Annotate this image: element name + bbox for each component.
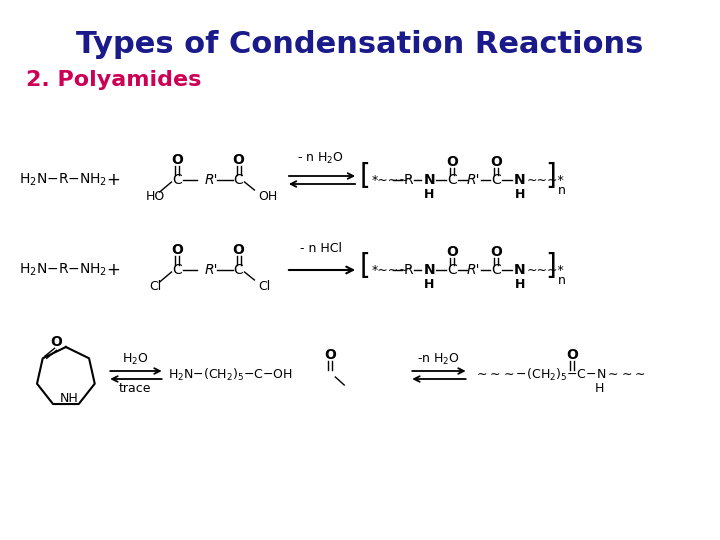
Text: n: n xyxy=(557,273,565,287)
Text: [: [ xyxy=(359,162,370,190)
Text: ]: ] xyxy=(545,252,556,280)
Text: C: C xyxy=(491,263,501,277)
Text: Cl: Cl xyxy=(258,280,271,293)
Text: O: O xyxy=(490,155,502,169)
Text: H$_2$O: H$_2$O xyxy=(122,352,148,367)
Text: +: + xyxy=(107,171,120,189)
Text: H$_2$N$-$(CH$_2$)$_5$$-$C$-$OH: H$_2$N$-$(CH$_2$)$_5$$-$C$-$OH xyxy=(168,367,292,383)
Text: H: H xyxy=(595,382,605,395)
Text: N: N xyxy=(423,173,435,187)
Text: [: [ xyxy=(359,252,370,280)
Text: - n H$_2$O: - n H$_2$O xyxy=(297,151,344,166)
Text: O: O xyxy=(50,335,63,349)
Text: O: O xyxy=(446,155,458,169)
Text: +: + xyxy=(107,261,120,279)
Text: ∼∼∼*: ∼∼∼* xyxy=(527,264,564,276)
Text: n: n xyxy=(557,184,565,197)
Text: O: O xyxy=(171,153,184,167)
Text: C: C xyxy=(447,173,456,187)
Text: R': R' xyxy=(467,173,480,187)
Text: O: O xyxy=(446,245,458,259)
Text: C: C xyxy=(173,263,182,277)
Text: R: R xyxy=(403,173,413,187)
Text: C: C xyxy=(234,263,243,277)
Text: O: O xyxy=(171,243,184,257)
Text: C: C xyxy=(234,173,243,187)
Text: -n H$_2$O: -n H$_2$O xyxy=(418,352,461,367)
Text: ]: ] xyxy=(545,162,556,190)
Text: O: O xyxy=(490,245,502,259)
Text: O: O xyxy=(233,243,245,257)
Text: Cl: Cl xyxy=(150,280,162,293)
Text: C: C xyxy=(173,173,182,187)
Text: NH: NH xyxy=(60,393,78,406)
Text: R': R' xyxy=(467,263,480,277)
Text: H: H xyxy=(424,278,434,291)
Text: H$_2$N$-$R$-$NH$_2$: H$_2$N$-$R$-$NH$_2$ xyxy=(19,262,107,278)
Text: H: H xyxy=(515,278,525,291)
Text: trace: trace xyxy=(119,382,151,395)
Text: 2. Polyamides: 2. Polyamides xyxy=(27,70,202,90)
Text: HO: HO xyxy=(146,190,166,202)
Text: Types of Condensation Reactions: Types of Condensation Reactions xyxy=(76,30,644,59)
Text: R': R' xyxy=(205,173,219,187)
Text: R: R xyxy=(403,263,413,277)
Text: H$_2$N$-$R$-$NH$_2$: H$_2$N$-$R$-$NH$_2$ xyxy=(19,172,107,188)
Text: N: N xyxy=(423,263,435,277)
Text: R': R' xyxy=(205,263,219,277)
Text: - n HCl: - n HCl xyxy=(300,241,341,254)
Text: *∼∼∼: *∼∼∼ xyxy=(372,264,410,276)
Text: $\sim\!\sim\!\sim$$-$(CH$_2$)$_5$$-$C$-$N$\sim\!\sim\!\sim$: $\sim\!\sim\!\sim$$-$(CH$_2$)$_5$$-$C$-$… xyxy=(474,367,645,383)
Text: C: C xyxy=(491,173,501,187)
Text: *∼∼∼: *∼∼∼ xyxy=(372,173,410,186)
Text: O: O xyxy=(325,348,336,362)
Text: H: H xyxy=(515,187,525,200)
Text: N: N xyxy=(514,173,526,187)
Text: OH: OH xyxy=(258,190,278,202)
Text: O: O xyxy=(566,348,578,362)
Text: H: H xyxy=(424,187,434,200)
Text: ∼∼∼*: ∼∼∼* xyxy=(527,173,564,186)
Text: O: O xyxy=(233,153,245,167)
Text: N: N xyxy=(514,263,526,277)
Text: C: C xyxy=(447,263,456,277)
